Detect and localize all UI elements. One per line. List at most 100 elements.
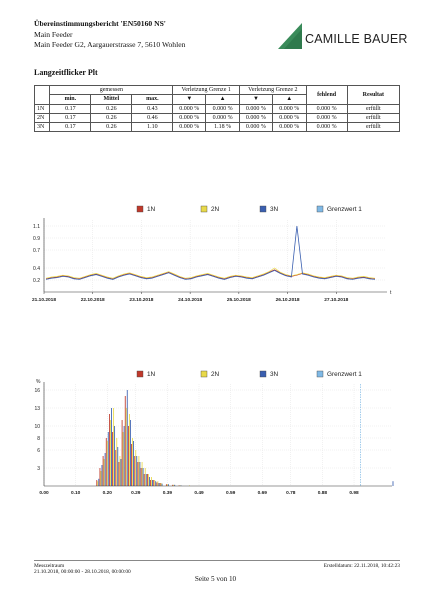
legend-label: 1N: [147, 371, 156, 378]
header-missing: fehlend: [305, 85, 348, 105]
line-x-tick-label: 27.10.2018: [324, 297, 348, 303]
hist-x-tick-label: 0.78: [286, 490, 296, 496]
line-x-axis-end-label: t: [390, 290, 392, 296]
line-y-tick-label: 0.7: [33, 248, 40, 254]
hist-bar-1n: [115, 450, 117, 486]
table-row: 2N 0.17 0.26 0.46 0.000 % 0.000 % 0.000 …: [33, 112, 401, 124]
logo-text: CAMILLE BAUER: [305, 32, 408, 46]
v1-down-cell: 0.000 %: [172, 122, 207, 133]
hist-bar-1n: [112, 432, 114, 486]
hist-bar-1n: [131, 444, 133, 486]
hist-bar-3n: [158, 483, 160, 486]
hist-bar-3n: [114, 426, 116, 486]
report-title: Übereinstimmungsbericht 'EN50160 NS': [34, 19, 166, 28]
hist-bar-2n: [135, 450, 137, 486]
header-violation-1: Verletzung Grenze 1: [172, 84, 241, 96]
line-series-3n: [45, 225, 376, 280]
min-cell: 0.17: [49, 103, 92, 114]
line-x-tick-label: 25.10.2018: [227, 297, 251, 303]
hist-bar-1n: [109, 414, 110, 486]
arrow-up-icon: ▲: [205, 94, 241, 105]
phase-cell: 3N: [33, 122, 51, 133]
hist-bar-3n: [123, 426, 125, 486]
mean-cell: 0.26: [90, 112, 133, 124]
hist-bar-1n: [165, 484, 167, 486]
result-cell: erfüllt: [346, 112, 401, 124]
line-y-tick-label: 0.9: [33, 236, 40, 242]
line-y-tick-label: 0.2: [33, 278, 40, 284]
hist-bar-2n: [154, 480, 156, 486]
hist-y-tick-label: 3: [37, 466, 40, 472]
hist-bar-2n: [122, 432, 124, 486]
legend-label: 2N: [211, 206, 220, 213]
max-cell: 0.43: [131, 103, 174, 114]
v2-down-cell: 0.000 %: [239, 112, 273, 124]
hist-bar-2n: [97, 481, 99, 486]
header-max: max.: [131, 94, 174, 105]
hist-bar-2n: [128, 414, 130, 486]
hist-x-tick-label: 0.59: [226, 490, 236, 496]
hist-bar-3n: [161, 483, 163, 486]
footer-created-date: Erstelldatum: 22.11.2018, 10:42:23: [323, 563, 400, 569]
hist-bar-1n: [150, 480, 151, 486]
hist-bar-2n: [106, 441, 108, 486]
hist-y-tick-label: 8: [37, 436, 40, 442]
legend-swatch-2n: [200, 205, 208, 213]
line-x-tick-label: 26.10.2018: [276, 297, 300, 303]
hist-bar-2n: [138, 456, 140, 486]
v1-down-cell: 0.000 %: [172, 112, 207, 124]
legend-swatch-1n: [136, 370, 144, 378]
hist-bar-1n: [127, 426, 129, 486]
footer-divider: [34, 560, 400, 561]
hist-bar-2n: [103, 459, 105, 486]
line-chart-grid: [43, 220, 385, 292]
hist-bar-2n: [132, 438, 134, 486]
hist-y-tick-label: 16: [34, 388, 40, 394]
hist-y-axis-label: %: [36, 379, 41, 385]
v1-up-cell: 0.000 %: [205, 103, 241, 114]
hist-bar-1n: [105, 438, 107, 486]
legend-label: Grenzwert 1: [327, 206, 362, 213]
legend-label: 1N: [147, 206, 156, 213]
mean-cell: 0.26: [90, 103, 133, 114]
hist-bar-3n: [107, 432, 109, 486]
legend-swatch-1n: [136, 205, 144, 213]
table-row: 1N 0.17 0.26 0.43 0.000 % 0.000 % 0.000 …: [33, 103, 401, 114]
hist-bar-1n: [118, 462, 120, 486]
line-y-tick-label: 1.1: [33, 224, 40, 230]
hist-bar-2n: [151, 477, 152, 486]
hist-bar-3n: [104, 453, 106, 486]
line-series-1n: [45, 269, 376, 280]
hist-bar-3n: [392, 481, 394, 486]
histogram-axes: % 3 6 8 10 13 16 0.00 0.10 0.20 0.29 0.39 0.49 0.59 0.…: [34, 379, 392, 496]
camille-bauer-logo: CAMILLE BAUER: [278, 15, 407, 51]
arrow-up-icon: ▲: [271, 94, 307, 105]
hist-bar-1n: [99, 468, 101, 486]
hist-bar-1n: [172, 484, 174, 486]
legend-swatch-2n: [200, 370, 208, 378]
feeder-name: Main Feeder: [34, 30, 73, 39]
hist-y-tick-label: 10: [34, 424, 40, 430]
hist-bar-3n: [129, 420, 131, 486]
line-x-tick-label: 23.10.2018: [129, 297, 153, 303]
footer-period-value: 21.10.2018, 00:00:00 - 28.10.2018, 00:00…: [34, 569, 131, 575]
page-number: Seite 5 von 10: [194, 575, 237, 583]
hist-bar-3n: [117, 447, 119, 486]
hist-x-tick-label: 0.98: [349, 490, 359, 496]
flicker-summary-table: gemessen Verletzung Grenze 1 Verletzung …: [33, 84, 401, 133]
phase-cell: 1N: [33, 103, 51, 114]
hist-bar-2n: [173, 484, 175, 486]
header-measured: gemessen: [49, 84, 174, 96]
hist-bar-1n: [156, 482, 158, 486]
feeder-address: Main Feeder G2, Aargauerstrasse 7, 5610 …: [34, 40, 186, 49]
hist-bar-2n: [119, 456, 121, 486]
hist-y-tick-label: 13: [34, 406, 40, 412]
table-header-row: gemessen Verletzung Grenze 1 Verletzung …: [33, 84, 401, 105]
hist-bar-1n: [143, 474, 145, 486]
max-cell: 1.10: [131, 122, 174, 133]
hist-bar-3n: [142, 468, 144, 486]
table-row: 3N 0.17 0.26 1.10 0.000 % 1.18 % 0.000 %…: [33, 122, 401, 133]
hist-bar-2n: [141, 462, 143, 486]
line-x-tick-label: 22.10.2018: [81, 297, 105, 303]
v2-up-cell: 0.000 %: [271, 112, 307, 124]
